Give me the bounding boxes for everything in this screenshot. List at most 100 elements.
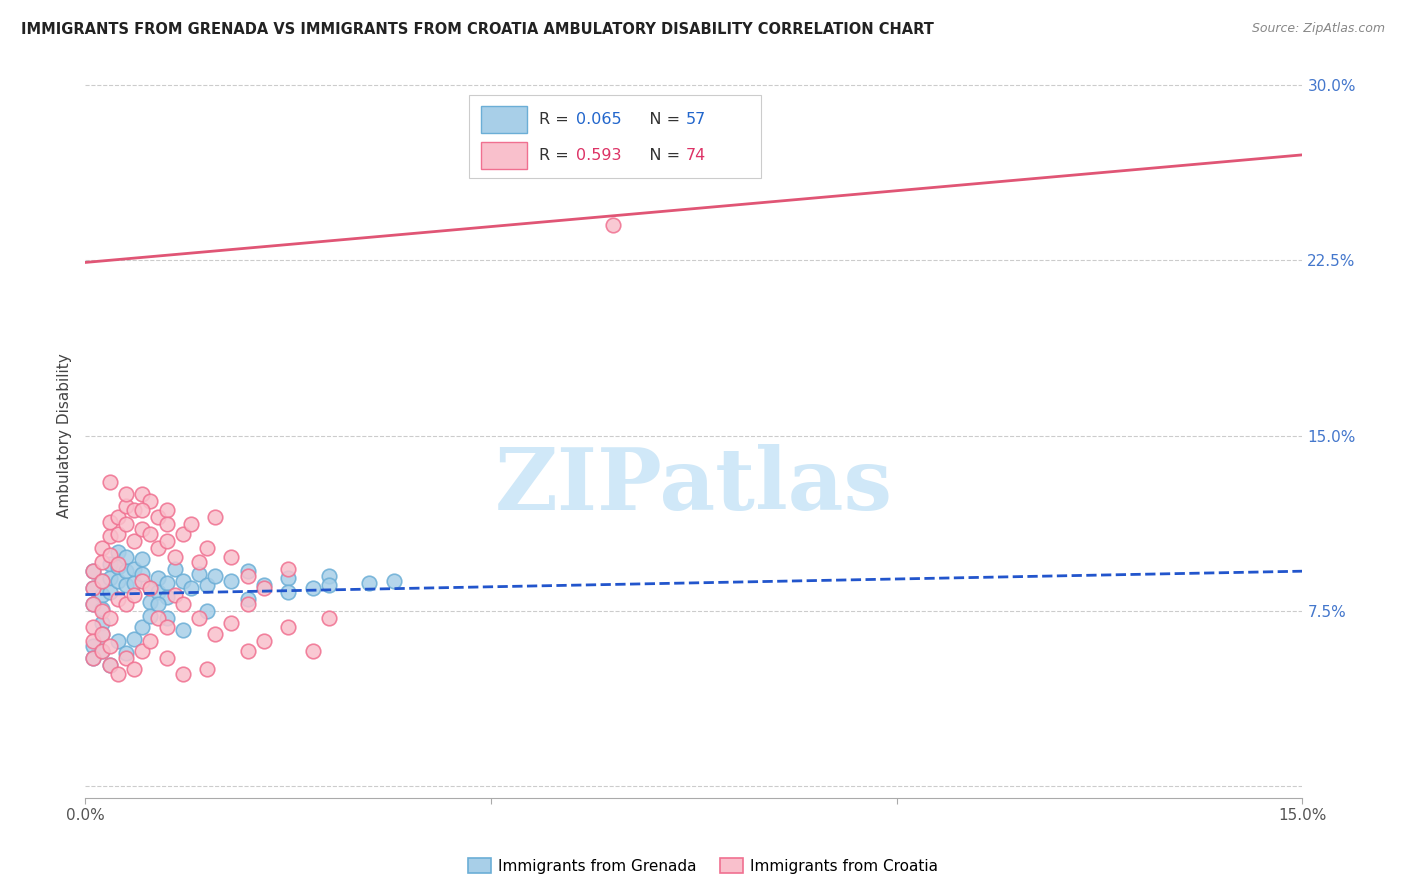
Point [131,574,153,588]
Point [90,627,112,641]
Text: 0.593: 0.593 [576,148,621,163]
Point [115,499,138,513]
Point [318,578,340,592]
Point [115,517,138,532]
Point [148,597,170,611]
Point [253,578,276,592]
Point [90,574,112,588]
Point [82,564,104,578]
Point [236,643,259,657]
Point [98,548,121,562]
Point [82,581,104,595]
Point [382,574,405,588]
Point [188,611,211,625]
Point [131,487,153,501]
Text: N =: N = [634,112,686,127]
Legend: Immigrants from Grenada, Immigrants from Croatia: Immigrants from Grenada, Immigrants from… [461,852,945,880]
Point [90,604,112,618]
Point [236,597,259,611]
Text: N =: N = [634,148,686,163]
Point [131,566,153,581]
Point [131,552,153,566]
Point [204,627,226,641]
Point [131,643,153,657]
Point [82,597,104,611]
Point [139,608,162,623]
Point [195,541,218,555]
Point [98,639,121,653]
Point [131,620,153,634]
Point [148,585,170,599]
Point [90,643,112,657]
Point [155,650,177,665]
Point [180,517,202,532]
Point [236,592,259,607]
Point [107,526,129,541]
Point [107,510,129,524]
Point [188,555,211,569]
Point [139,494,162,508]
Point [115,650,138,665]
Point [90,588,112,602]
Point [90,574,112,588]
Point [107,545,129,559]
Point [155,611,177,625]
Point [139,526,162,541]
Point [82,650,104,665]
FancyBboxPatch shape [481,142,527,169]
Point [82,639,104,653]
Point [122,503,145,517]
Point [98,475,121,490]
Point [253,634,276,648]
Point [236,569,259,583]
Point [107,592,129,607]
Point [148,541,170,555]
Text: IMMIGRANTS FROM GRENADA VS IMMIGRANTS FROM CROATIA AMBULATORY DISABILITY CORRELA: IMMIGRANTS FROM GRENADA VS IMMIGRANTS FR… [21,22,934,37]
Point [122,575,145,590]
Point [98,529,121,543]
Point [98,657,121,672]
Point [90,643,112,657]
Point [172,574,194,588]
Point [122,662,145,676]
Point [122,562,145,576]
Point [155,575,177,590]
Point [155,620,177,634]
Point [122,588,145,602]
Point [195,604,218,618]
Point [115,597,138,611]
Point [148,510,170,524]
Point [155,590,177,604]
Point [221,615,243,630]
Point [163,588,186,602]
Point [221,550,243,565]
Point [82,634,104,648]
Point [82,581,104,595]
Point [115,564,138,578]
Point [236,564,259,578]
Point [90,541,112,555]
Point [90,627,112,641]
Point [139,581,162,595]
Point [122,632,145,646]
Point [195,578,218,592]
FancyBboxPatch shape [481,105,527,133]
Point [221,574,243,588]
Point [139,594,162,608]
Point [602,218,624,232]
Point [107,667,129,681]
Point [155,533,177,548]
Point [318,569,340,583]
Point [115,550,138,565]
Point [115,646,138,660]
Point [98,611,121,625]
Text: ZIPatlas: ZIPatlas [495,444,893,528]
Text: R =: R = [540,148,574,163]
Point [188,566,211,581]
Point [301,581,323,595]
Point [107,559,129,574]
Point [155,517,177,532]
Point [131,503,153,517]
Point [107,557,129,571]
Point [139,581,162,595]
